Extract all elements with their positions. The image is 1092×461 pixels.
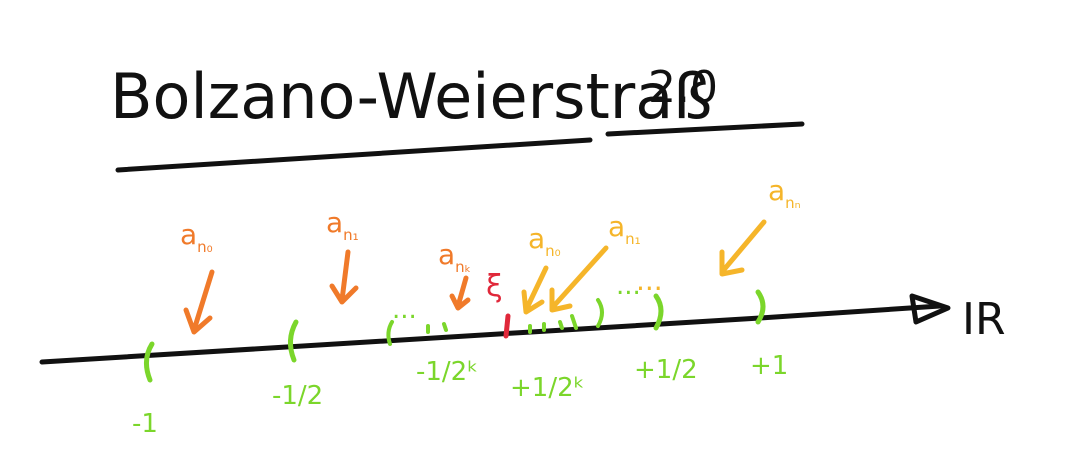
arrow-orange-0 bbox=[183, 269, 215, 335]
seq-label-yellow-0: an₀ bbox=[528, 222, 561, 260]
limit-point-tick bbox=[503, 313, 511, 339]
seq-label-orange-1: an₁ bbox=[326, 206, 359, 244]
bracket-plus-half bbox=[653, 293, 664, 331]
bracket-minus-half-k bbox=[386, 320, 394, 346]
version-label: 2.0 bbox=[648, 62, 718, 113]
tick-label-minus-1: -1 bbox=[132, 409, 158, 439]
arrow-yellow-0 bbox=[521, 265, 549, 315]
arrow-yellow-n bbox=[719, 219, 767, 277]
arrow-orange-1 bbox=[329, 249, 359, 305]
seq-label-orange-0: an₀ bbox=[180, 218, 213, 256]
tick-label-minus-half: -1/2 bbox=[272, 381, 323, 411]
yellow-arrows bbox=[521, 219, 767, 315]
bracket-plus-1 bbox=[755, 289, 766, 325]
arrow-yellow-1 bbox=[549, 245, 609, 313]
bracket-plus-half-k bbox=[596, 298, 604, 328]
tick-label-plus-half: +1/2 bbox=[634, 355, 698, 385]
tick-label-minus-half-k: -1/2ᵏ bbox=[416, 357, 478, 387]
ellipsis-yellow: ... bbox=[636, 264, 663, 297]
title-underline bbox=[115, 137, 593, 173]
seq-label-orange-k: anₖ bbox=[438, 238, 471, 276]
bracket-minus-1 bbox=[144, 341, 155, 383]
axis-label-reals: IR bbox=[962, 294, 1006, 345]
seq-label-yellow-n: anₙ bbox=[768, 174, 801, 212]
arrow-orange-k bbox=[449, 275, 471, 311]
tick-label-plus-half-k: +1/2ᵏ bbox=[510, 373, 585, 403]
bracket-ticks-left bbox=[426, 322, 448, 334]
axis-arrowhead bbox=[909, 293, 951, 325]
bracket-ticks-right bbox=[528, 314, 578, 334]
tick-label-plus-1: +1 bbox=[750, 351, 788, 381]
ellipsis-left-green: ... bbox=[392, 295, 417, 325]
ellipsis-right-green: ... bbox=[616, 271, 641, 301]
limit-symbol-xi: ξ bbox=[486, 269, 503, 304]
bracket-minus-half bbox=[288, 319, 299, 363]
seq-label-yellow-1: an₁ bbox=[608, 210, 641, 248]
orange-arrows bbox=[183, 249, 471, 335]
version-underline bbox=[605, 121, 805, 137]
number-line bbox=[39, 303, 943, 365]
diagram-title: Bolzano-Weierstraß bbox=[110, 60, 712, 133]
